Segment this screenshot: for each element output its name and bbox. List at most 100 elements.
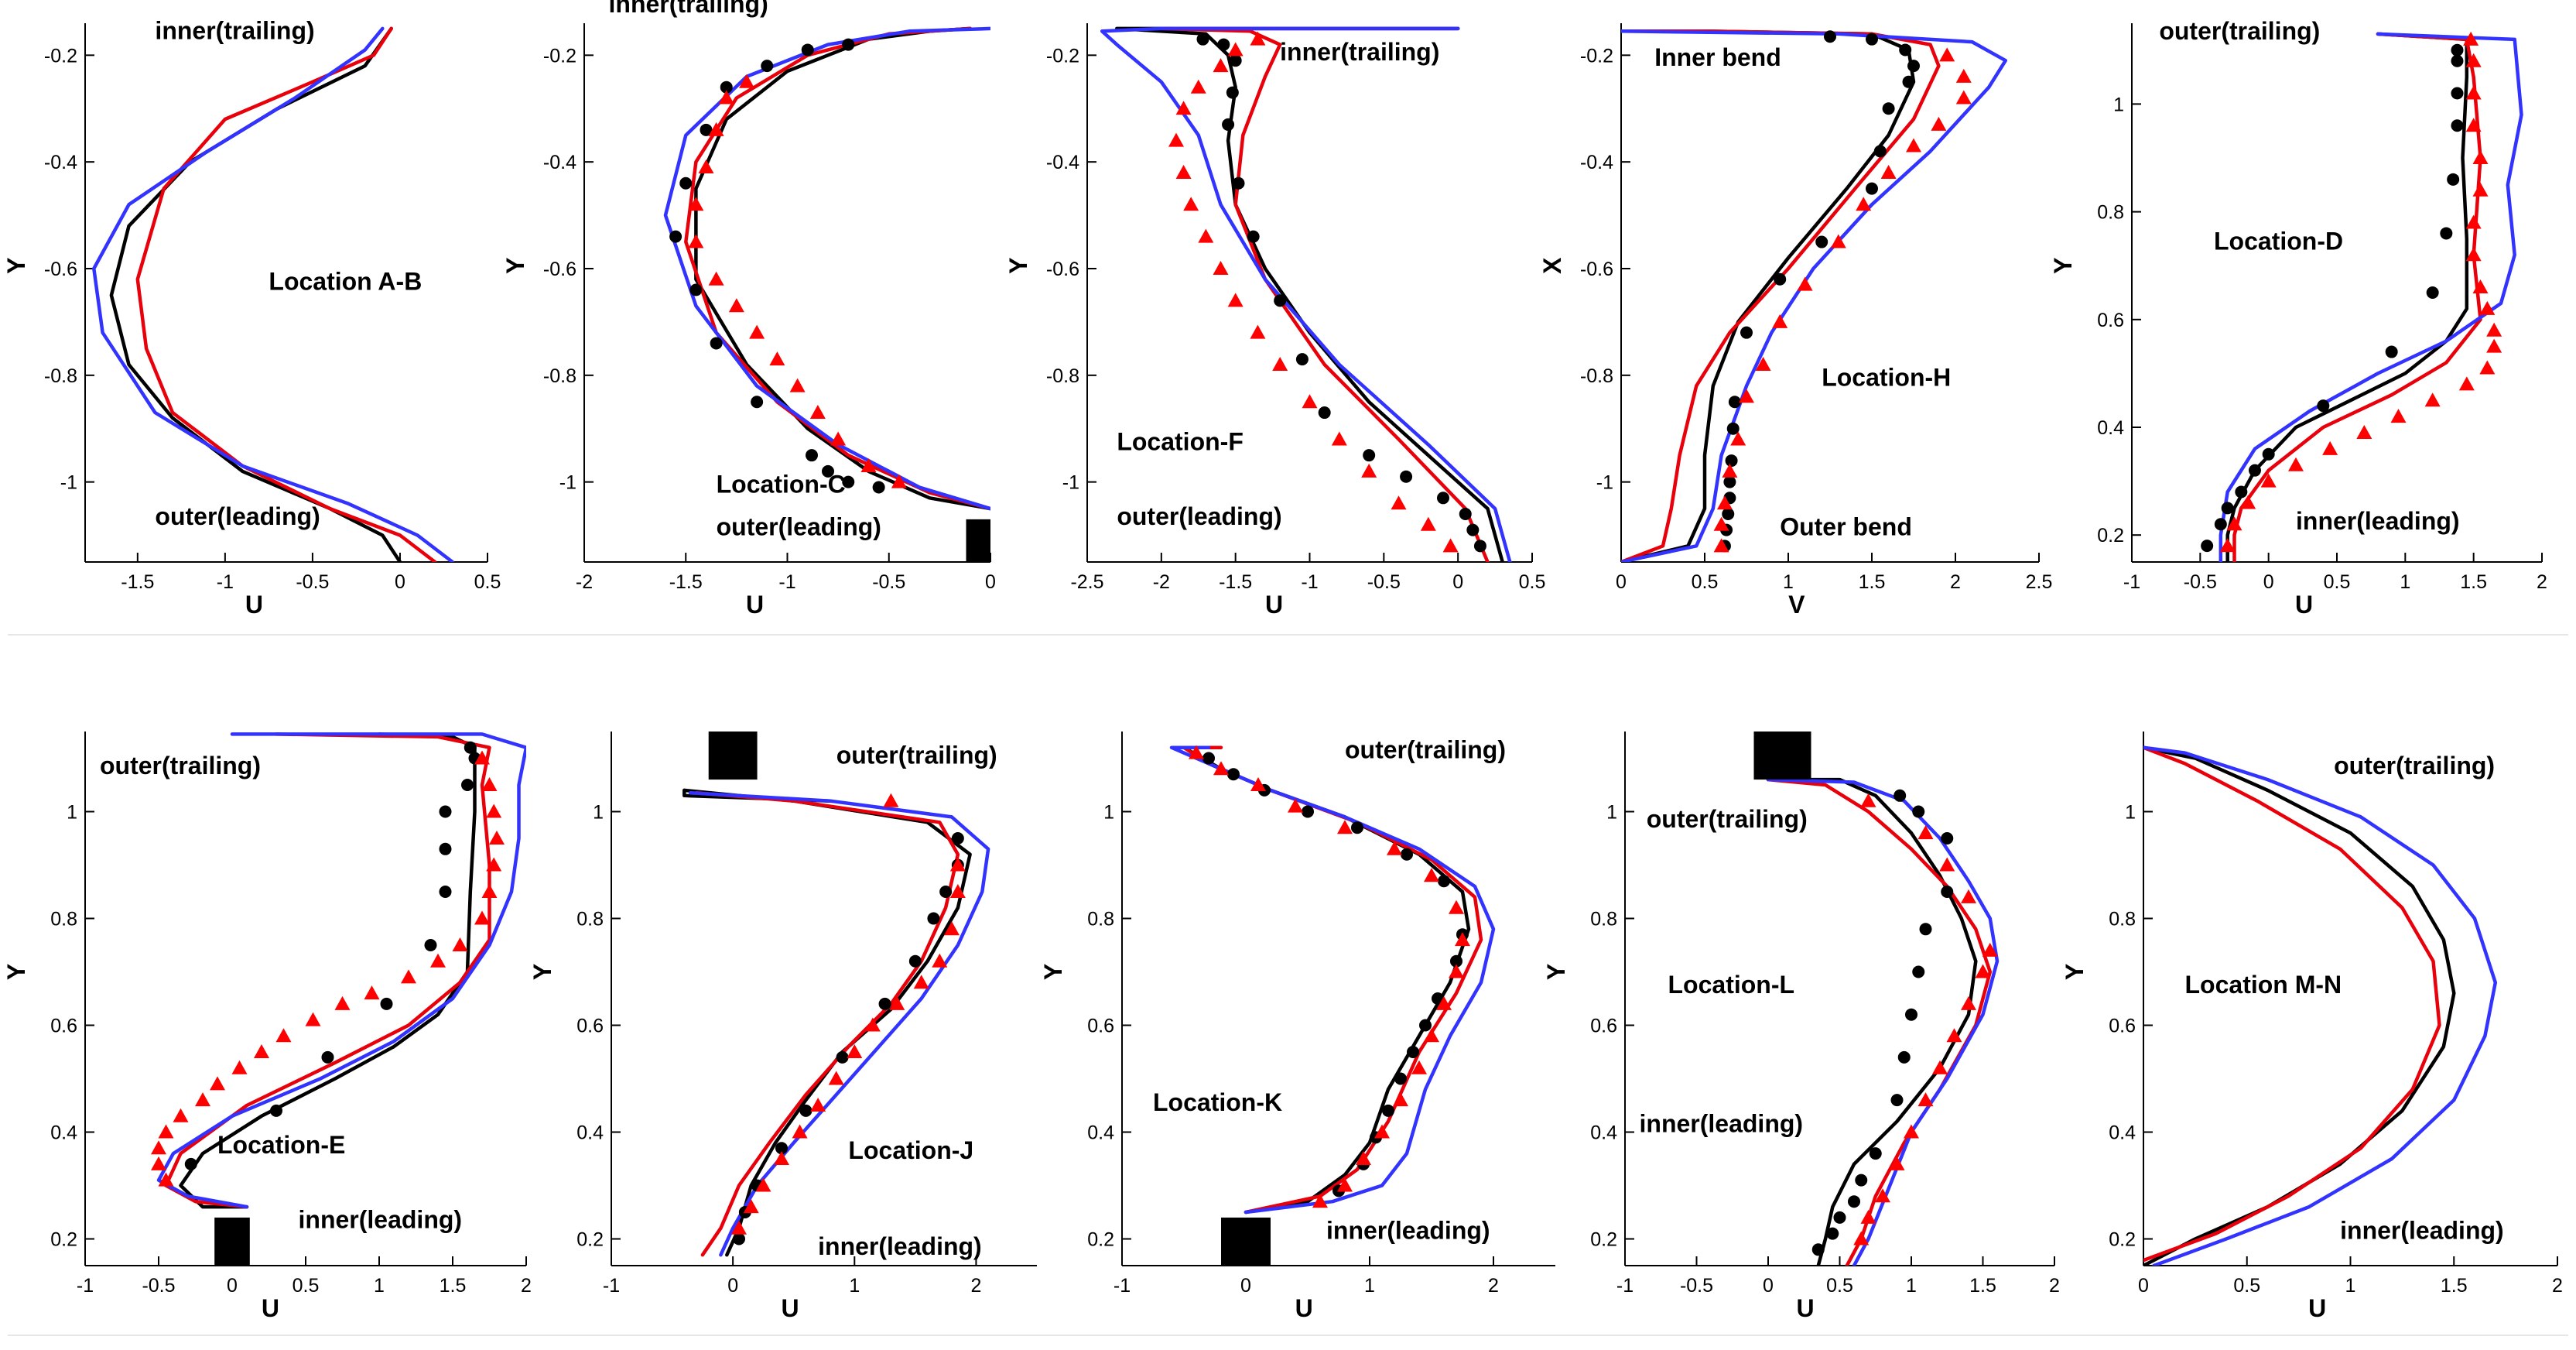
data-point-triangle: [151, 1140, 166, 1155]
x-axis-label: U: [2308, 1294, 2326, 1322]
data-point-circle: [1247, 230, 1260, 243]
data-point-triangle: [1917, 825, 1934, 840]
data-point-circle: [801, 43, 814, 57]
x-tick-label: -1.5: [1219, 571, 1252, 593]
data-point-triangle: [1198, 228, 1214, 243]
data-point-circle: [1222, 118, 1235, 131]
annotation-label: Location A-B: [269, 268, 422, 296]
y-axis-label: Y: [2049, 258, 2077, 274]
x-tick-label: 2.5: [2026, 571, 2053, 593]
x-tick-label: -1.5: [121, 571, 154, 593]
data-point-circle: [2317, 399, 2330, 413]
data-point-triangle: [1716, 495, 1733, 510]
data-point-circle: [842, 38, 855, 51]
x-axis-label: U: [746, 591, 764, 618]
x-tick-label: 2: [2537, 571, 2547, 593]
data-point-triangle: [1853, 1231, 1870, 1245]
data-point-triangle: [486, 857, 502, 872]
data-point-triangle: [944, 921, 960, 936]
data-point-triangle: [828, 1071, 844, 1085]
data-point-triangle: [1975, 964, 1991, 978]
data-point-circle: [424, 939, 437, 951]
data-point-circle: [2262, 447, 2275, 461]
y-tick-label: 0.2: [2097, 525, 2124, 547]
data-point-circle: [2451, 119, 2464, 132]
data-point-circle: [951, 832, 964, 845]
data-point-triangle: [195, 1092, 210, 1107]
data-point-circle: [2385, 345, 2398, 358]
y-tick-label: 0.8: [1590, 909, 1617, 930]
data-point-triangle: [2479, 300, 2496, 315]
data-point-triangle: [1213, 58, 1229, 73]
data-point-circle: [1811, 1243, 1825, 1256]
data-point-circle: [1824, 30, 1836, 43]
data-point-triangle: [864, 1017, 881, 1032]
data-point-circle: [842, 475, 855, 488]
data-point-circle: [1438, 875, 1450, 888]
y-tick-label: 0.8: [50, 909, 77, 930]
y-tick-label: -0.4: [1046, 152, 1079, 173]
data-point-triangle: [1739, 389, 1754, 403]
series-line-blue: [1621, 29, 2008, 562]
x-tick-label: -0.5: [296, 571, 329, 593]
data-point-triangle: [210, 1076, 225, 1091]
data-point-triangle: [1982, 942, 1998, 957]
data-point-circle: [439, 842, 452, 855]
data-point-triangle: [708, 122, 724, 136]
data-point-circle: [2235, 485, 2248, 499]
data-point-circle: [1473, 540, 1486, 553]
data-point-triangle: [1961, 889, 1976, 903]
data-point-circle: [878, 997, 891, 1010]
x-tick-label: 0: [1763, 1275, 1774, 1297]
data-point-circle: [1437, 492, 1449, 505]
x-tick-label: 0: [2138, 1275, 2149, 1297]
data-point-triangle: [1175, 101, 1192, 115]
data-point-circle: [1351, 821, 1363, 834]
data-point-triangle: [1730, 431, 1746, 446]
x-tick-label: 2: [2552, 1275, 2563, 1297]
data-point-circle: [1866, 182, 1878, 195]
data-point-triangle: [452, 937, 468, 951]
x-tick-label: -1: [603, 1275, 620, 1297]
x-axis-label: U: [1797, 1294, 1815, 1322]
data-point-triangle: [1906, 138, 1921, 152]
data-point-circle: [1897, 1050, 1911, 1064]
series-line-blue: [2219, 32, 2523, 562]
data-point-circle: [1894, 789, 1907, 802]
plot-area: [1621, 29, 2008, 562]
data-point-triangle: [1875, 1188, 1890, 1203]
data-point-circle: [2451, 87, 2464, 100]
annotation-label: inner(trailing): [155, 17, 314, 45]
x-axis-label: U: [1265, 591, 1283, 618]
y-axis-label: Y: [1039, 964, 1067, 980]
data-point-circle: [1725, 454, 1738, 468]
data-point-triangle: [430, 953, 446, 968]
x-tick-label: -2.5: [1070, 571, 1103, 593]
data-point-triangle: [1213, 761, 1229, 776]
y-tick-label: 0.2: [1087, 1229, 1114, 1251]
x-tick-label: -0.5: [2184, 571, 2217, 593]
y-tick-label: 1: [67, 802, 77, 824]
data-point-circle: [1466, 523, 1480, 536]
data-point-triangle: [891, 474, 907, 488]
annotation-label: Location-E: [217, 1131, 345, 1159]
data-point-triangle: [1213, 260, 1229, 275]
y-tick-label: 0.6: [50, 1016, 77, 1037]
data-point-triangle: [1288, 798, 1303, 813]
y-tick-label: 1: [2113, 94, 2124, 115]
panel-9: 0 0.5 1 1.5 20.20.40.60.81UYouter(trailing)L…: [2061, 732, 2563, 1322]
data-point-circle: [2249, 464, 2261, 477]
data-point-triangle: [889, 995, 905, 1010]
data-point-circle: [1196, 33, 1209, 46]
data-point-circle: [1855, 1174, 1868, 1187]
data-point-circle: [1728, 396, 1741, 409]
x-tick-label: 1: [849, 1275, 860, 1297]
y-axis-label: Y: [2061, 964, 2089, 980]
y-tick-label: 0.6: [1590, 1016, 1617, 1037]
data-point-triangle: [2463, 31, 2479, 46]
y-tick-label: 0.6: [576, 1016, 604, 1037]
data-point-circle: [1815, 235, 1829, 248]
annotation-label: outer(trailing): [100, 752, 261, 780]
